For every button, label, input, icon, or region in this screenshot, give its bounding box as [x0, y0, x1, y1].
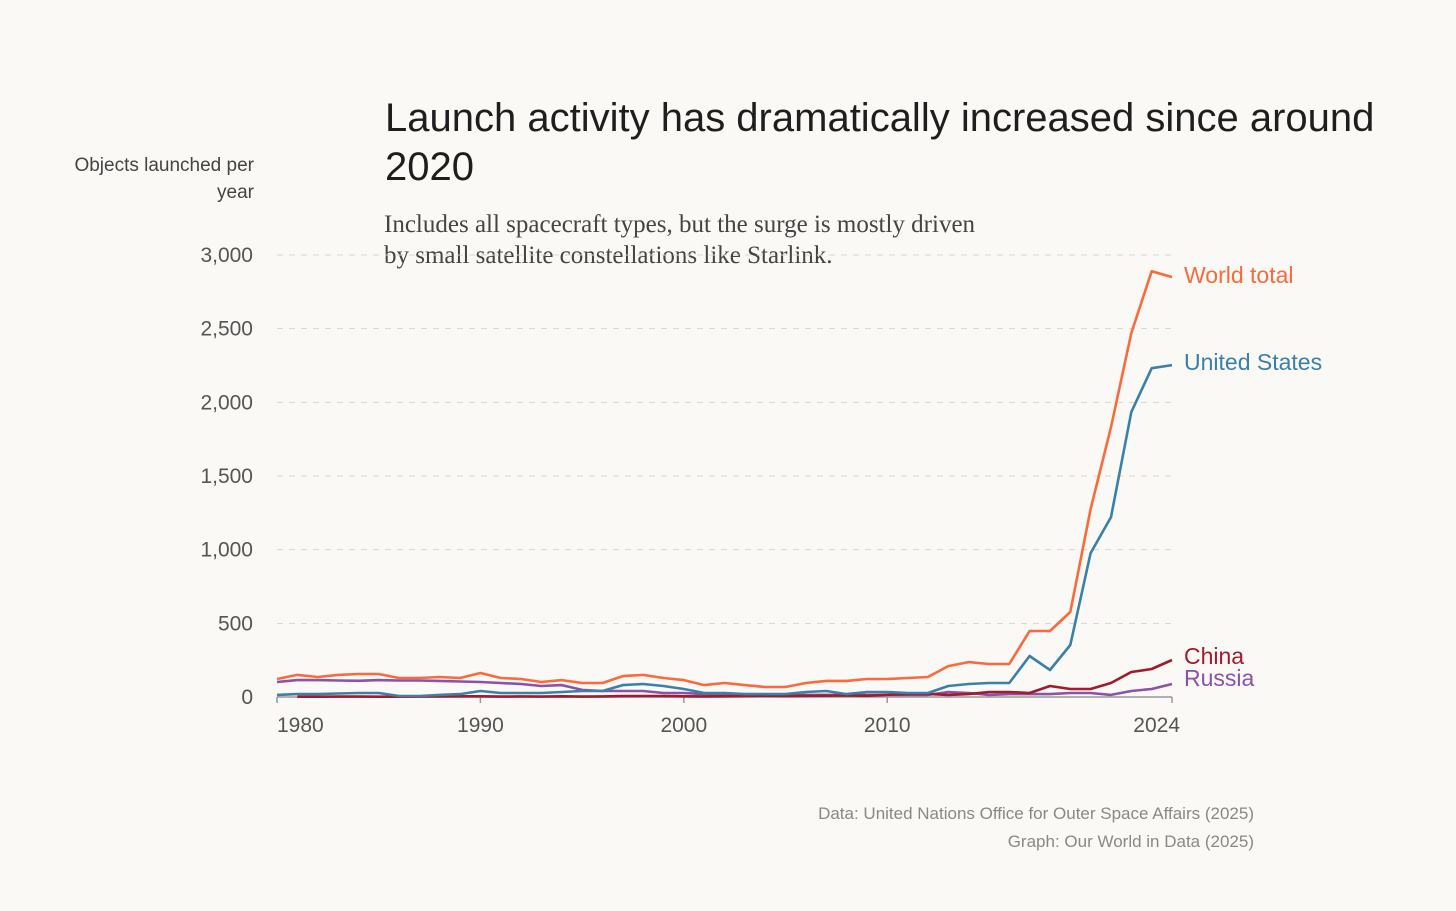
chart-title: Launch activity has dramatically increas…: [385, 96, 1375, 189]
series-label: China: [1184, 643, 1244, 669]
data-source: Data: United Nations Office for Outer Sp…: [818, 804, 1254, 823]
series-label: Russia: [1184, 665, 1255, 691]
series-label: United States: [1184, 349, 1322, 375]
series-line-russia: [276, 678, 1173, 697]
y-axis-label: Objects launched per year: [74, 155, 254, 203]
series-line-china: [297, 658, 1173, 698]
graph-source: Graph: Our World in Data (2025): [1007, 832, 1254, 851]
x-tick-label: 1980: [277, 714, 324, 737]
series-line-world-total: [276, 269, 1173, 689]
series-line-united-states: [276, 363, 1173, 698]
x-tick-label: 2010: [864, 714, 911, 737]
y-tick-label: 2,500: [200, 318, 253, 341]
y-tick-label: 1,000: [200, 539, 253, 562]
y-tick-label: 500: [218, 612, 253, 635]
y-tick-label: 0: [241, 686, 253, 709]
chart-subtitle: Includes all spacecraft types, but the s…: [384, 211, 976, 269]
y-tick-label: 1,500: [200, 465, 253, 488]
y-tick-label: 3,000: [200, 244, 253, 267]
series-label: World total: [1184, 262, 1294, 288]
x-tick-label: 1990: [457, 714, 504, 737]
y-tick-label: 2,000: [200, 391, 253, 414]
x-tick-label: 2024: [1133, 714, 1180, 737]
x-tick-label: 2000: [660, 714, 707, 737]
